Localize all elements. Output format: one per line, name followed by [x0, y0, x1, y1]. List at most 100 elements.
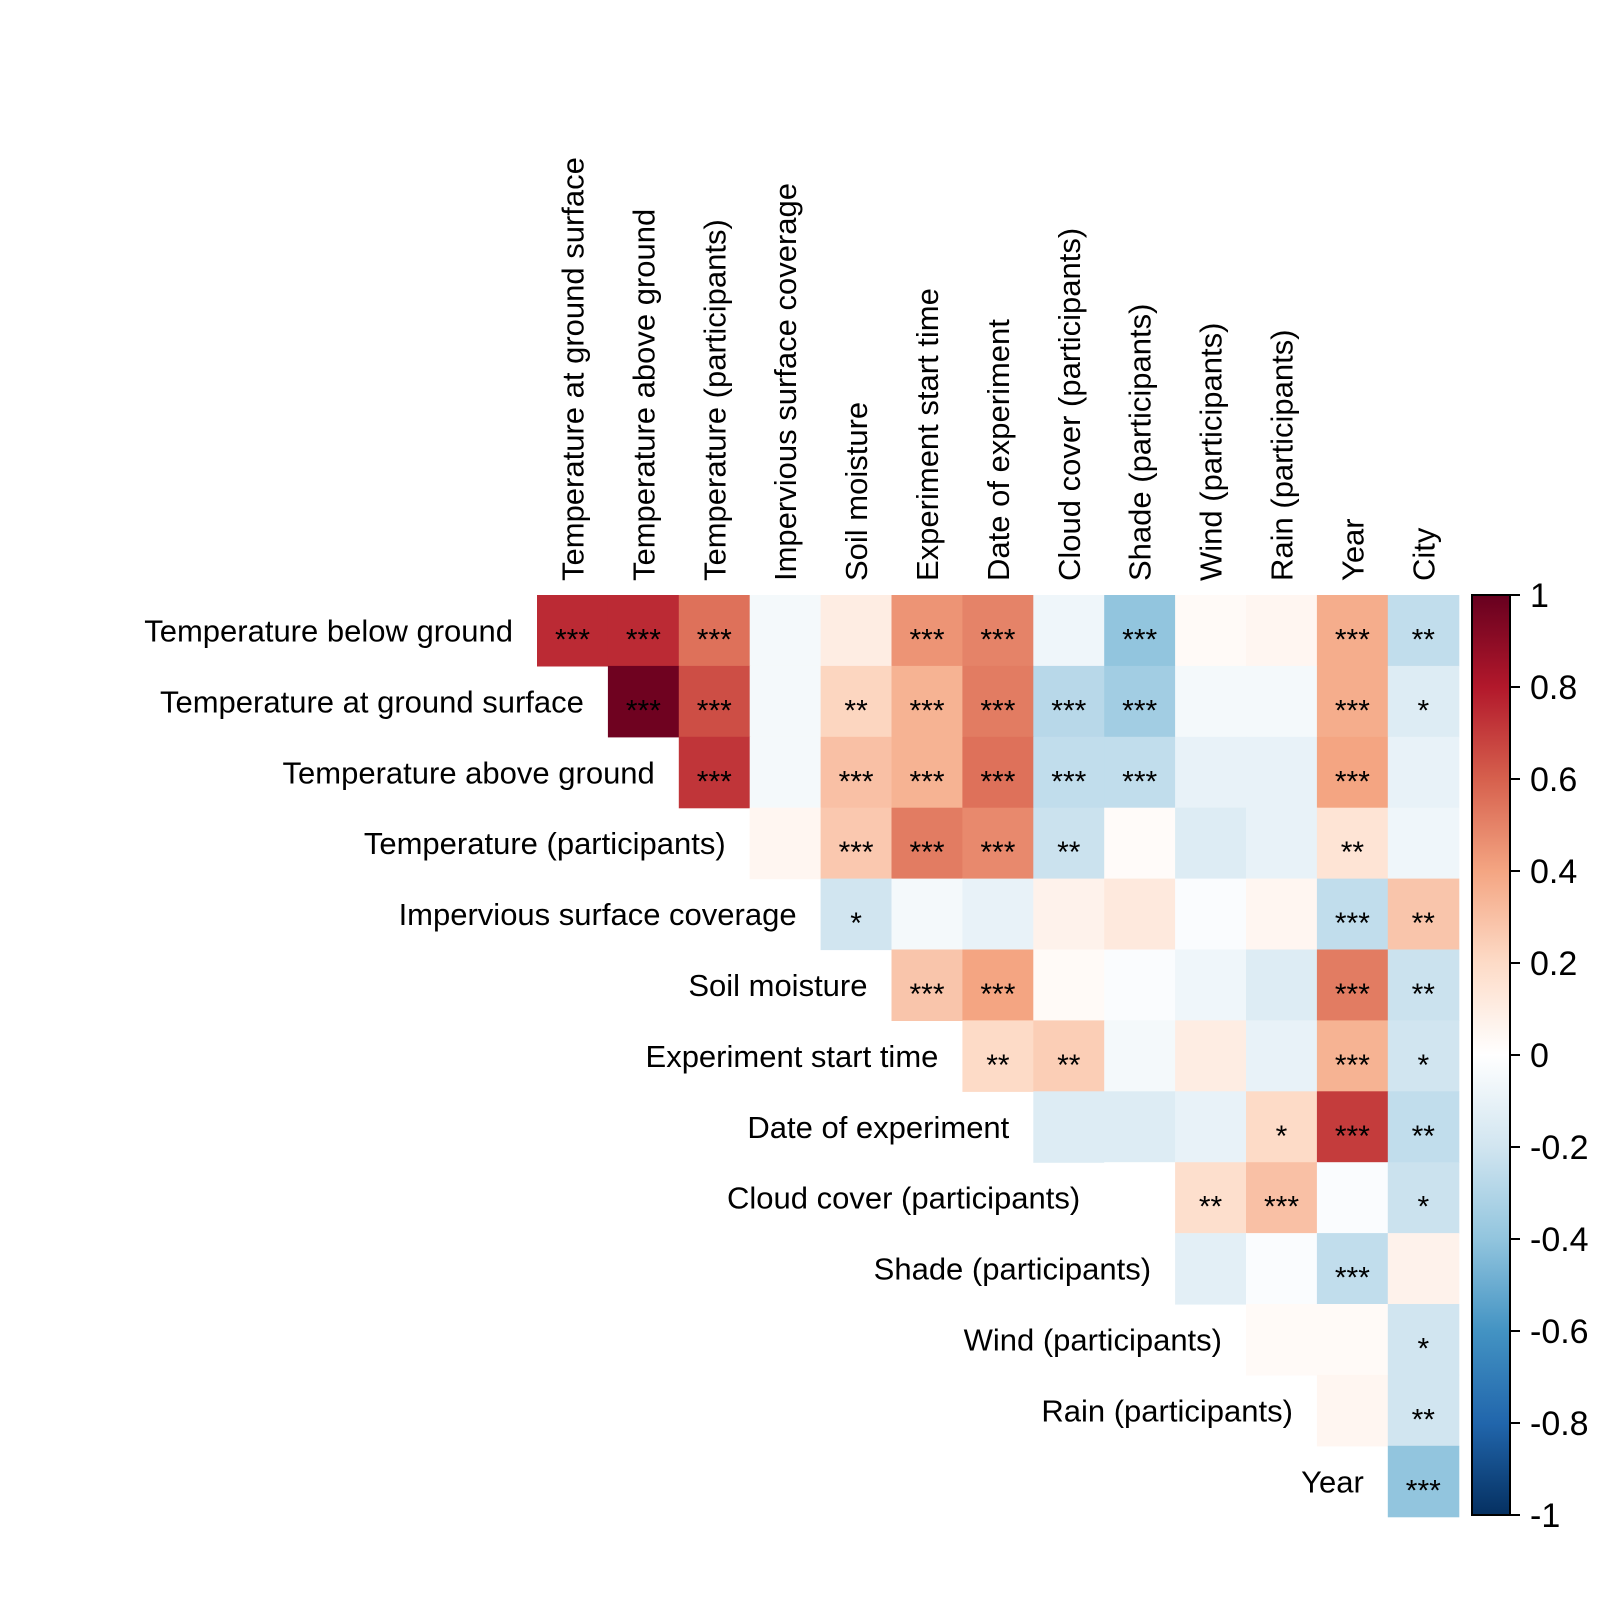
- heatmap-cell: [607, 665, 680, 738]
- heatmap-cell: [1104, 1020, 1176, 1092]
- significance-mark: **: [1199, 1191, 1223, 1224]
- row-label: Temperature at ground surface: [160, 684, 584, 719]
- significance-mark: *: [1417, 1333, 1429, 1366]
- heatmap-cell: [1316, 1233, 1389, 1305]
- row-label: Cloud cover (participants): [727, 1181, 1080, 1216]
- significance-mark: ***: [909, 694, 944, 727]
- heatmap-cell: [1316, 949, 1389, 1021]
- column-label: Shade (participants): [1123, 304, 1158, 581]
- significance-mark: ***: [697, 624, 732, 657]
- column-label: Experiment start time: [910, 288, 945, 581]
- heatmap-cell: [1175, 1020, 1247, 1092]
- heatmap-cell: [891, 949, 963, 1021]
- significance-mark: ***: [555, 624, 590, 657]
- heatmap-cell: [1246, 1162, 1318, 1234]
- significance-mark: **: [1057, 836, 1081, 869]
- heatmap-cell: [1104, 1091, 1176, 1163]
- heatmap-cell: [1316, 878, 1389, 951]
- heatmap-cell: [1316, 1304, 1389, 1376]
- heatmap-cell: [749, 807, 822, 880]
- significance-mark: **: [1341, 836, 1365, 869]
- heatmap-cells: [537, 595, 1460, 1518]
- significance-mark: ***: [980, 624, 1015, 657]
- significance-mark: **: [844, 694, 868, 727]
- significance-mark: **: [1412, 1120, 1436, 1153]
- legend-tick-label: -0.8: [1530, 1405, 1589, 1443]
- heatmap-cell: [1104, 665, 1176, 738]
- significance-mark: ***: [839, 765, 874, 798]
- row-label: Temperature (participants): [364, 826, 726, 861]
- column-label: Year: [1335, 518, 1370, 581]
- significance-mark: *: [850, 907, 862, 940]
- heatmap-cell: [820, 595, 893, 667]
- heatmap-cell: [749, 736, 822, 809]
- significance-mark: ***: [1335, 694, 1370, 727]
- heatmap-cell: [1033, 665, 1105, 738]
- heatmap-cell: [1387, 807, 1460, 880]
- heatmap-cell: [537, 595, 609, 667]
- column-label: Cloud cover (participants): [1052, 228, 1087, 581]
- heatmap-cell: [1387, 1020, 1460, 1092]
- heatmap-cell: [1387, 736, 1460, 809]
- heatmap-cell: [1246, 1304, 1318, 1376]
- legend-tick-label: 0: [1530, 1037, 1549, 1075]
- heatmap-cell: [1246, 949, 1318, 1021]
- row-label: Temperature below ground: [144, 614, 513, 649]
- legend-tick-label: -0.2: [1530, 1129, 1589, 1167]
- heatmap-cell: [1316, 595, 1389, 667]
- heatmap-cell: [1387, 1374, 1460, 1447]
- row-label: Wind (participants): [964, 1323, 1222, 1358]
- column-label: Temperature above ground: [626, 209, 661, 581]
- heatmap-cell: [962, 736, 1034, 809]
- row-label: Impervious surface coverage: [399, 897, 797, 932]
- heatmap-cell: [1387, 1445, 1460, 1518]
- heatmap-cell: [820, 807, 893, 880]
- heatmap-cell: [1387, 949, 1460, 1021]
- heatmap-cell: [1316, 807, 1389, 880]
- legend-tick-label: -0.6: [1530, 1313, 1589, 1351]
- significance-mark: *: [1417, 1049, 1429, 1082]
- row-labels: Temperature below ground Temperature at g…: [144, 614, 1364, 1500]
- heatmap-cell: [1175, 665, 1247, 738]
- heatmap-cell: [891, 878, 963, 951]
- significance-mark: ***: [697, 765, 732, 798]
- column-label: Temperature at ground surface: [556, 157, 591, 581]
- heatmap-cell: [1387, 1233, 1460, 1305]
- significance-mark: ***: [1335, 1120, 1370, 1153]
- row-label: Year: [1301, 1464, 1364, 1499]
- heatmap-cell: [1316, 1091, 1389, 1163]
- significance-mark: ***: [909, 836, 944, 869]
- significance-mark: ***: [1335, 978, 1370, 1011]
- row-label: Date of experiment: [747, 1110, 1009, 1145]
- significance-mark: ***: [1051, 694, 1086, 727]
- heatmap-cell: [1246, 736, 1318, 809]
- column-label: Wind (participants): [1194, 323, 1229, 581]
- heatmap-cell: [1246, 595, 1318, 667]
- heatmap-cell: [1175, 595, 1247, 667]
- heatmap-cell: [1387, 878, 1460, 951]
- significance-mark: ***: [1051, 765, 1086, 798]
- legend-tick-label: -0.4: [1530, 1221, 1589, 1259]
- significance-mark: ***: [626, 624, 661, 657]
- significance-mark: ***: [909, 624, 944, 657]
- column-label: Impervious surface coverage: [768, 183, 803, 581]
- heatmap-cell: [1175, 1162, 1247, 1234]
- heatmap-cell: [962, 949, 1034, 1021]
- significance-mark: ***: [1335, 1262, 1370, 1295]
- heatmap-cell: [1104, 1162, 1176, 1234]
- heatmap-cell: [1246, 878, 1318, 951]
- heatmap-cell: [1316, 736, 1389, 809]
- significance-mark: ***: [1122, 765, 1157, 798]
- significance-mark: ***: [697, 694, 732, 727]
- heatmap-cell: [1175, 949, 1247, 1021]
- legend-tick-label: 0.4: [1530, 853, 1577, 891]
- significance-mark: ***: [1122, 694, 1157, 727]
- heatmap-cell: [891, 807, 963, 880]
- heatmap-cell: [1175, 878, 1247, 951]
- heatmap-cell: [1316, 665, 1389, 738]
- heatmap-cell: [1033, 736, 1105, 809]
- heatmap-cell: [1033, 1020, 1105, 1092]
- heatmap-cell: [820, 665, 893, 738]
- row-label: Soil moisture: [688, 968, 867, 1003]
